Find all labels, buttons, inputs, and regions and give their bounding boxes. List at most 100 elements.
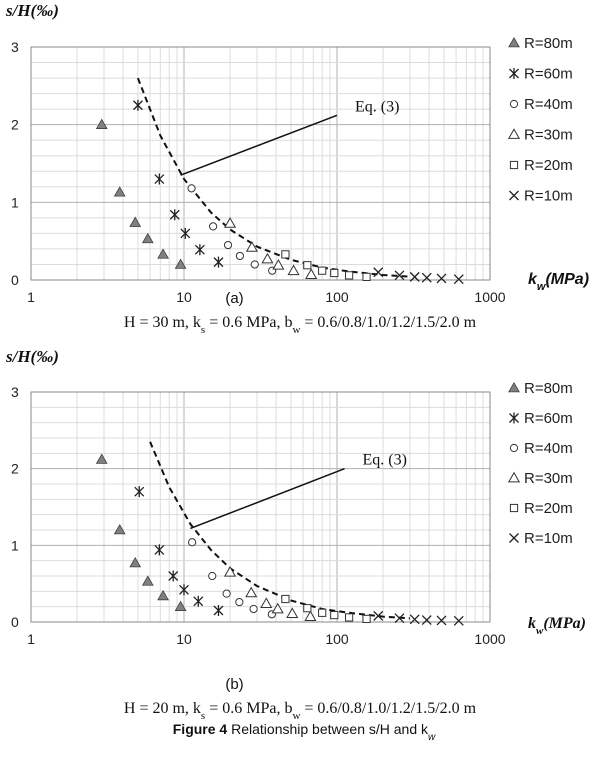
data-point <box>174 600 187 611</box>
legend-marker <box>509 190 519 201</box>
data-point <box>330 611 339 620</box>
legend-marker <box>509 99 519 109</box>
series-r60m <box>134 486 224 616</box>
legend-item: R=40m <box>509 96 573 113</box>
data-point <box>409 614 420 625</box>
data-point <box>95 118 108 129</box>
data-point <box>209 222 218 231</box>
data-point <box>154 173 165 185</box>
data-point <box>113 186 126 197</box>
x-axis-title: kw(MPa) <box>528 271 589 293</box>
data-point <box>213 256 224 268</box>
series-r30m <box>223 217 318 279</box>
data-point <box>286 607 299 618</box>
data-point <box>330 268 339 278</box>
series-r20m <box>281 594 371 624</box>
legend-marker <box>507 471 521 483</box>
data-point <box>223 217 237 228</box>
data-point <box>436 615 447 626</box>
data-point <box>95 453 108 464</box>
legend-label: R=80m <box>524 380 573 397</box>
legend-marker <box>509 503 519 513</box>
data-point <box>345 613 354 622</box>
legend-item: R=80m <box>508 380 573 397</box>
legend-item: R=30m <box>507 470 573 487</box>
data-point <box>373 267 384 278</box>
figure-caption: Figure 4 Relationship between s/H and kw <box>173 721 436 743</box>
legend-label: R=30m <box>524 470 573 487</box>
data-point <box>245 586 258 598</box>
grid <box>30 391 491 623</box>
data-point <box>318 266 327 275</box>
data-point <box>304 610 317 622</box>
data-point <box>394 270 405 281</box>
data-point <box>113 523 126 535</box>
legend-item: R=20m <box>509 157 573 174</box>
series-r60m <box>132 99 224 268</box>
y-tick-label: 0 <box>11 272 19 288</box>
series-r10m <box>373 610 464 626</box>
data-point <box>303 261 312 270</box>
x-tick-label: 1000 <box>474 289 505 305</box>
legend-marker <box>509 412 519 424</box>
legend-label: R=40m <box>524 96 573 113</box>
legend-label: R=10m <box>524 530 573 547</box>
data-point <box>235 251 245 261</box>
data-point <box>213 605 224 616</box>
y-tick-label: 3 <box>11 384 19 400</box>
data-point <box>373 610 384 621</box>
legend-item: R=20m <box>509 500 573 517</box>
legend-marker <box>508 381 520 393</box>
data-point <box>141 232 154 244</box>
data-point <box>157 589 169 601</box>
x-tick-label: 1 <box>27 289 35 305</box>
panel-label: (a) <box>225 290 243 307</box>
y-axis-title: s/H(‰) <box>5 1 59 20</box>
legend-item: R=10m <box>509 530 573 547</box>
legend-label: R=10m <box>524 188 573 205</box>
x-tick-label: 1 <box>27 631 35 647</box>
legend-marker <box>509 160 519 170</box>
eq3-label: Eq. (3) <box>355 98 399 115</box>
data-point <box>272 259 285 270</box>
data-point <box>179 584 189 596</box>
data-point <box>409 271 420 282</box>
data-point <box>187 184 196 193</box>
data-point <box>180 227 191 239</box>
data-point <box>250 260 259 269</box>
data-point <box>421 615 432 626</box>
series-r40m <box>187 184 277 275</box>
data-point <box>318 608 327 617</box>
panel-subtitle: H = 20 m, ks = 0.6 MPa, bw = 0.6/0.8/1.0… <box>124 700 477 722</box>
data-point <box>436 273 447 284</box>
data-point <box>453 615 464 626</box>
legend: R=80m R=60m R=40m R=30m R=20m R=10m <box>507 35 573 205</box>
series-r30m <box>223 565 317 622</box>
data-point <box>362 614 371 624</box>
data-point <box>129 216 142 227</box>
legend-label: R=30m <box>524 127 573 144</box>
data-point <box>394 613 405 624</box>
legend-item: R=60m <box>509 66 573 83</box>
series-r20m <box>281 250 371 281</box>
x-tick-label: 100 <box>325 631 349 647</box>
x-tick-label: 10 <box>176 631 192 647</box>
data-point <box>141 575 154 586</box>
x-tick-label: 1000 <box>474 631 505 647</box>
data-point <box>188 538 197 547</box>
data-point <box>261 252 274 264</box>
data-point <box>222 589 231 598</box>
legend-label: R=60m <box>524 410 573 427</box>
series-r80m <box>95 118 187 269</box>
legend-item: R=10m <box>509 188 573 205</box>
data-point <box>157 248 169 259</box>
data-point <box>194 244 205 256</box>
data-point <box>281 594 290 604</box>
data-point <box>345 271 354 280</box>
legend-marker <box>509 443 519 453</box>
data-point <box>154 544 165 556</box>
y-tick-label: 1 <box>11 194 19 210</box>
legend: R=80m R=60m R=40m R=30m R=20m R=10m <box>507 380 573 547</box>
